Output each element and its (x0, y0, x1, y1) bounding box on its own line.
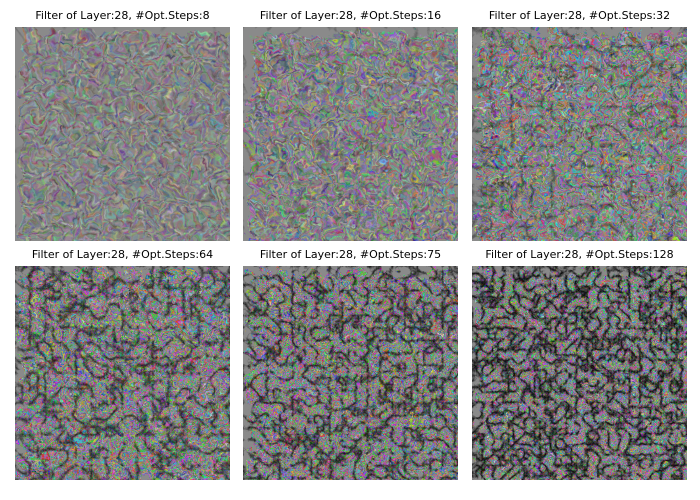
filter-texture-svg (243, 266, 458, 480)
panel-title: Filter of Layer:28, #Opt.Steps:32 (488, 9, 671, 22)
panel-title: Filter of Layer:28, #Opt.Steps:16 (259, 9, 442, 22)
texture-dark-strokes (243, 266, 458, 480)
filter-pattern-image (472, 266, 687, 480)
filter-texture-svg (472, 266, 687, 480)
filter-texture-svg (243, 27, 458, 241)
filter-pattern-image (243, 27, 458, 241)
filter-pattern-image (15, 266, 230, 480)
filter-pattern-image (472, 27, 687, 241)
texture-dark-strokes (243, 27, 458, 241)
filter-texture-svg (15, 266, 230, 480)
filter-texture-svg (15, 27, 230, 241)
panel-title: Filter of Layer:28, #Opt.Steps:128 (485, 248, 674, 261)
texture-dark-strokes (15, 27, 230, 241)
panel-title: Filter of Layer:28, #Opt.Steps:8 (35, 9, 210, 22)
filter-texture-svg (472, 27, 687, 241)
panel-title: Filter of Layer:28, #Opt.Steps:64 (31, 248, 214, 261)
filter-pattern-image (15, 27, 230, 241)
filter-pattern-image (243, 266, 458, 480)
panel-title: Filter of Layer:28, #Opt.Steps:75 (259, 248, 442, 261)
texture-dark-strokes (472, 27, 687, 241)
texture-dark-strokes (15, 266, 230, 480)
texture-dark-strokes (472, 266, 687, 480)
